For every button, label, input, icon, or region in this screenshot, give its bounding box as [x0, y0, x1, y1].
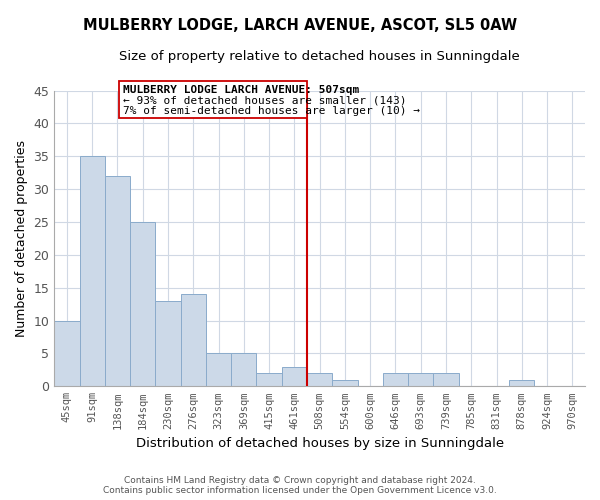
Text: MULBERRY LODGE LARCH AVENUE: 507sqm: MULBERRY LODGE LARCH AVENUE: 507sqm: [122, 84, 359, 94]
Bar: [231, 354, 256, 386]
Bar: [307, 373, 332, 386]
Bar: [181, 294, 206, 386]
Title: Size of property relative to detached houses in Sunningdale: Size of property relative to detached ho…: [119, 50, 520, 63]
Text: MULBERRY LODGE, LARCH AVENUE, ASCOT, SL5 0AW: MULBERRY LODGE, LARCH AVENUE, ASCOT, SL5…: [83, 18, 517, 32]
Text: Contains HM Land Registry data © Crown copyright and database right 2024.
Contai: Contains HM Land Registry data © Crown c…: [103, 476, 497, 495]
Bar: [105, 176, 130, 386]
Y-axis label: Number of detached properties: Number of detached properties: [15, 140, 28, 337]
Bar: [408, 373, 433, 386]
Bar: [509, 380, 535, 386]
Bar: [256, 373, 282, 386]
X-axis label: Distribution of detached houses by size in Sunningdale: Distribution of detached houses by size …: [136, 437, 504, 450]
Text: 7% of semi-detached houses are larger (10) →: 7% of semi-detached houses are larger (1…: [122, 106, 419, 116]
Bar: [155, 301, 181, 386]
Bar: [433, 373, 458, 386]
Bar: [282, 366, 307, 386]
FancyBboxPatch shape: [119, 80, 307, 118]
Bar: [332, 380, 358, 386]
Bar: [80, 156, 105, 386]
Bar: [206, 354, 231, 386]
Text: ← 93% of detached houses are smaller (143): ← 93% of detached houses are smaller (14…: [122, 95, 406, 105]
Bar: [130, 222, 155, 386]
Bar: [54, 320, 80, 386]
Bar: [383, 373, 408, 386]
